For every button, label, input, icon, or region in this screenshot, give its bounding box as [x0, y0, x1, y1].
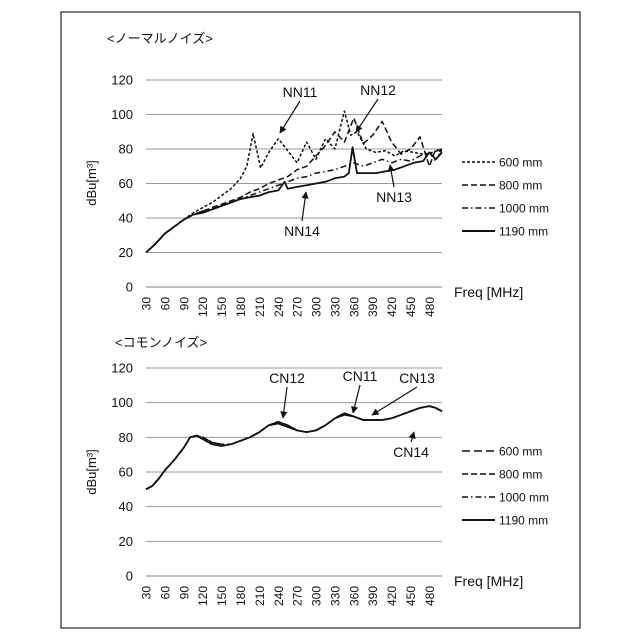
x-axis-label: Freq [MHz] [454, 573, 523, 589]
x-tick-label: 210 [253, 586, 267, 606]
y-tick-label: 40 [119, 499, 133, 514]
x-tick-label: 360 [347, 586, 361, 606]
annotation-label: NN13 [376, 189, 412, 205]
x-tick-label: 150 [215, 297, 229, 317]
annotation-label: NN14 [284, 223, 320, 239]
x-tick-label: 120 [196, 297, 210, 317]
legend-label: 600 mm [499, 156, 542, 170]
x-tick-label: 210 [253, 297, 267, 317]
y-tick-label: 80 [119, 430, 133, 445]
x-tick-label: 150 [215, 586, 229, 606]
annotation-label: NN12 [360, 82, 396, 98]
y-tick-label: 100 [111, 107, 133, 122]
annotation-label: NN11 [283, 84, 318, 100]
x-tick-label: 450 [404, 297, 418, 317]
legend-label: 1190 mm [499, 225, 548, 239]
y-tick-label: 60 [119, 176, 133, 191]
annotation-label: CN11 [343, 368, 378, 384]
y-tick-label: 120 [111, 73, 133, 88]
y-tick-label: 0 [126, 569, 133, 584]
y-tick-label: 20 [119, 245, 133, 260]
legend-label: 600 mm [499, 445, 542, 459]
x-tick-label: 30 [140, 297, 154, 311]
y-tick-label: 100 [111, 395, 133, 410]
y-tick-label: 60 [119, 465, 133, 480]
x-tick-label: 30 [140, 586, 154, 600]
y-tick-label: 0 [126, 280, 133, 295]
legend-label: 1190 mm [499, 514, 548, 528]
x-tick-label: 240 [272, 586, 286, 606]
chart-title: <ノーマルノイズ> [107, 31, 213, 46]
figure: <ノーマルノイズ> 0 20 40 60 80 100 120 30 60 90 120 150 18… [0, 0, 640, 640]
y-tick-label: 20 [119, 534, 133, 549]
x-tick-label: 330 [328, 297, 342, 317]
x-tick-label: 330 [328, 586, 342, 606]
legend-label: 1000 mm [499, 491, 549, 505]
x-tick-label: 90 [177, 586, 191, 600]
x-tick-label: 420 [385, 586, 399, 606]
x-tick-label: 390 [366, 297, 380, 317]
y-tick-label: 40 [119, 211, 133, 226]
x-tick-label: 300 [310, 586, 324, 606]
x-tick-label: 390 [366, 586, 380, 606]
y-tick-label: 120 [111, 361, 133, 376]
x-tick-label: 240 [272, 297, 286, 317]
x-tick-label: 300 [310, 297, 324, 317]
y-tick-label: 80 [119, 142, 133, 157]
x-axis-label: Freq [MHz] [454, 284, 523, 300]
legend-label: 800 mm [499, 468, 542, 482]
legend-label: 1000 mm [499, 202, 549, 216]
x-tick-label: 60 [158, 297, 172, 311]
x-tick-label: 360 [347, 297, 361, 317]
y-axis-label: dBu[m³] [84, 449, 99, 495]
annotation-label: CN14 [393, 444, 429, 460]
x-tick-label: 270 [291, 297, 305, 317]
y-axis-label: dBu[m³] [84, 160, 99, 206]
annotation-label: CN12 [269, 370, 305, 386]
annotation-label: CN13 [399, 370, 435, 386]
x-tick-label: 90 [177, 297, 191, 311]
chart-title: <コモンノイズ> [115, 335, 207, 350]
legend-label: 800 mm [499, 179, 542, 193]
x-tick-label: 480 [423, 297, 437, 317]
x-tick-label: 180 [234, 297, 248, 317]
x-tick-label: 480 [423, 586, 437, 606]
x-tick-label: 420 [385, 297, 399, 317]
x-tick-label: 120 [196, 586, 210, 606]
x-tick-label: 60 [158, 586, 172, 600]
x-tick-label: 270 [291, 586, 305, 606]
x-tick-label: 450 [404, 586, 418, 606]
x-tick-label: 180 [234, 586, 248, 606]
